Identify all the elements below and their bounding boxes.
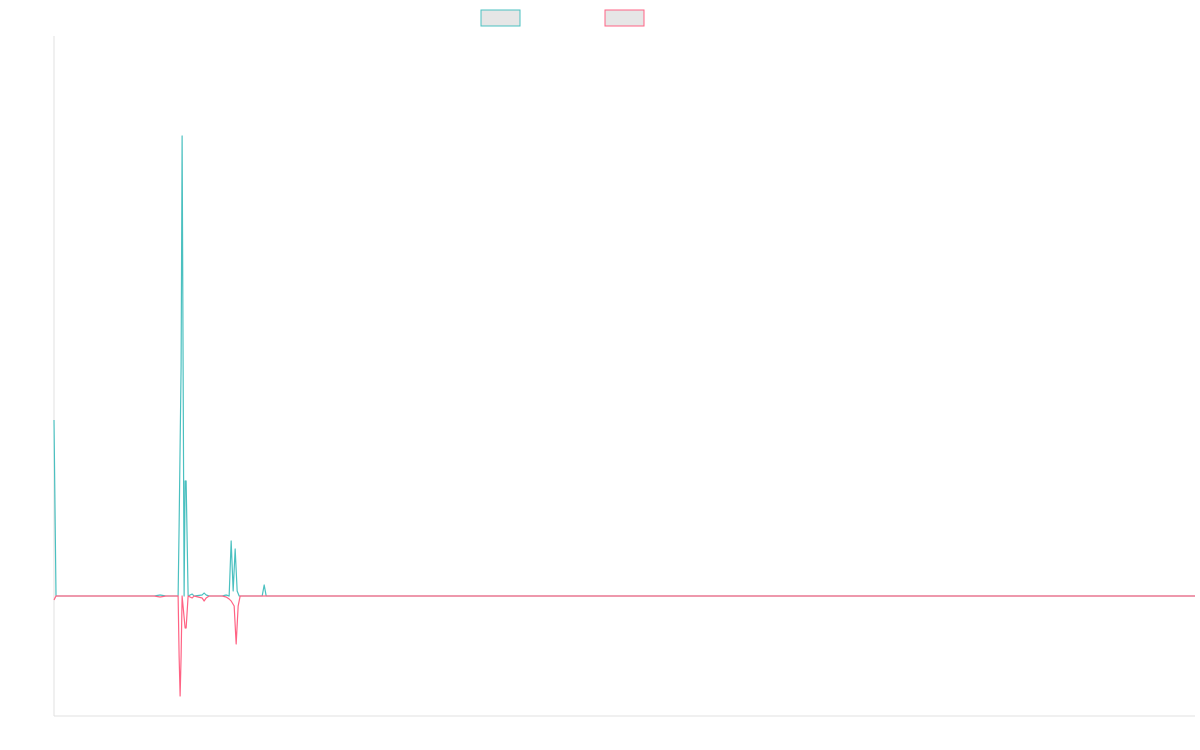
legend-swatch-1[interactable] <box>480 9 521 27</box>
series-layer <box>53 135 1195 697</box>
legend-swatch-2[interactable] <box>604 9 645 27</box>
series-line-1 <box>53 135 1195 597</box>
axes <box>53 36 1195 717</box>
series-line-2 <box>53 595 1195 697</box>
legend <box>480 9 645 27</box>
